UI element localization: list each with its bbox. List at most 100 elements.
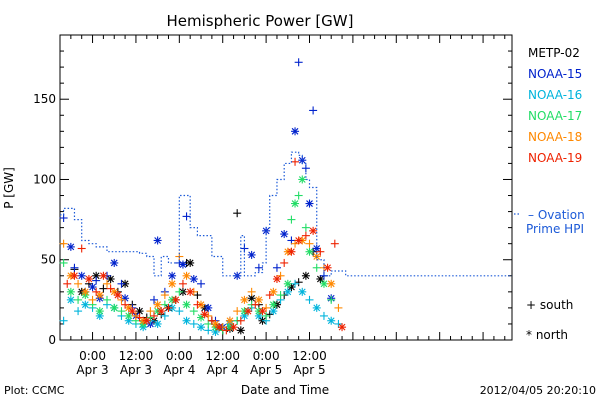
data-point (70, 263, 79, 272)
marker-stroke-d2 (338, 323, 346, 331)
marker-stroke-d2 (96, 312, 104, 320)
legend-entry: METP-02 (528, 46, 580, 60)
legend-entry: NOAA-18 (528, 130, 582, 144)
marker-stroke-d2 (269, 307, 277, 315)
marker-stroke-d2 (197, 323, 205, 331)
marker-stroke-d2 (168, 272, 176, 280)
legend: METP-02 NOAA-15 NOAA-16 NOAA-17 NOAA-18 NOAA-… (514, 46, 585, 236)
marker-stroke-d2 (241, 312, 248, 320)
x-tick-label-time: 12:00 (205, 349, 240, 363)
marker-stroke-d2 (136, 307, 143, 315)
series-ovation-prime-hpi (60, 151, 512, 277)
data-point (66, 242, 75, 251)
data-point (207, 316, 216, 325)
chart-title: Hemispheric Power [GW] (167, 12, 354, 30)
data-point (215, 323, 224, 332)
marker-stroke-d2 (100, 272, 107, 280)
marker-stroke-d2 (114, 291, 122, 299)
data-point (247, 287, 256, 296)
data-point (265, 291, 274, 300)
data-point (327, 295, 336, 304)
data-point (77, 244, 86, 253)
marker-stroke-d2 (96, 291, 104, 299)
data-point (233, 209, 242, 218)
marker-stroke-d2 (288, 248, 295, 256)
data-point (240, 295, 249, 304)
data-point (103, 295, 112, 304)
marker-stroke-d2 (143, 317, 151, 325)
data-point (197, 323, 206, 332)
marker-stroke-d2 (273, 275, 281, 283)
marker-stroke-d2 (183, 272, 190, 280)
marker-stroke-d2 (255, 312, 263, 320)
data-point (106, 284, 115, 293)
marker-legend: + south * north (526, 298, 573, 342)
data-point (66, 287, 75, 296)
marker-stroke-d2 (190, 275, 198, 283)
marker-stroke-d2 (298, 288, 306, 296)
marker-stroke-d2 (89, 283, 96, 291)
plot-frame (59, 34, 513, 341)
data-point (298, 175, 307, 184)
marker-stroke-d2 (78, 272, 86, 280)
marker-stroke-d2 (67, 243, 75, 251)
marker-stroke-d2 (154, 301, 162, 309)
data-point (258, 307, 267, 316)
data-point (99, 271, 108, 280)
data-point (305, 239, 314, 248)
data-point (316, 275, 325, 283)
data-point (182, 271, 191, 280)
data-point (225, 316, 234, 325)
data-point (74, 307, 83, 316)
data-point (298, 287, 307, 296)
data-point (283, 279, 292, 288)
data-point (150, 295, 159, 304)
data-point (142, 316, 151, 325)
data-point (287, 247, 296, 256)
marker-stroke-d2 (302, 272, 310, 280)
data-point (189, 275, 198, 283)
data-point (110, 258, 119, 267)
data-point (193, 300, 202, 309)
data-point (291, 157, 300, 166)
marker-stroke-d2 (186, 288, 194, 296)
data-point (244, 307, 253, 316)
data-point (247, 250, 256, 259)
data-point (272, 275, 281, 283)
marker-stroke-d2 (183, 317, 190, 325)
data-point (287, 215, 296, 224)
marker-stroke-d2 (179, 261, 187, 268)
marker-stroke-d2 (67, 288, 75, 296)
data-point (92, 287, 101, 296)
marker-stroke-d2 (295, 237, 303, 244)
marker-stroke-d2 (125, 317, 133, 325)
data-point (74, 279, 83, 288)
x-tick-label-time: 12:00 (119, 349, 154, 363)
data-point (117, 279, 126, 288)
marker-stroke-d2 (128, 307, 136, 315)
y-tick-label: 50 (41, 253, 56, 267)
data-point (269, 300, 278, 309)
marker-stroke-d2 (320, 280, 328, 288)
marker-stroke-d2 (269, 288, 277, 296)
data-point (182, 316, 191, 325)
data-point (236, 326, 245, 335)
legend-ovation-line1: – Ovation (528, 208, 585, 222)
plot-axes (59, 34, 513, 341)
data-point (88, 283, 97, 292)
marker-stroke-d2 (288, 283, 295, 291)
data-point (294, 236, 303, 245)
ovation-line (60, 151, 512, 277)
marker-stroke-d2 (186, 259, 194, 267)
marker-stroke-d2 (269, 301, 277, 309)
marker-legend-entry: * north (526, 328, 568, 342)
data-point (157, 307, 166, 316)
x-tick-label-date: Apr 5 (250, 363, 282, 377)
data-point (305, 247, 314, 256)
data-point (222, 326, 231, 335)
marker-stroke-d2 (110, 304, 118, 312)
legend-entry: NOAA-17 (528, 109, 582, 123)
data-point (327, 279, 336, 288)
marker-stroke-d2 (248, 251, 256, 259)
